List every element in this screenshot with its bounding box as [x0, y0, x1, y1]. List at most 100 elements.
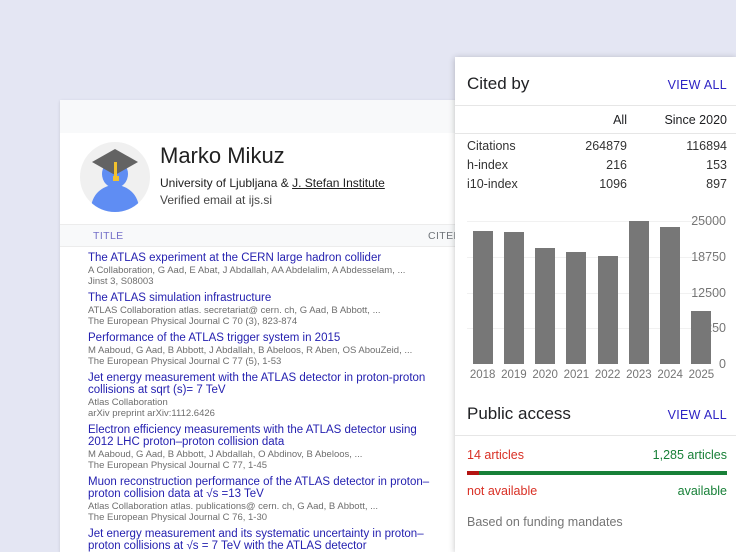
- y-axis-tick-label: 18750: [691, 249, 726, 264]
- chart-gridline: [467, 221, 717, 222]
- stats-col-all: All: [613, 113, 627, 127]
- publication-venue: The European Physical Journal C 76, 1-30: [88, 512, 268, 523]
- publication-venue: The European Physical Journal C 77, 1-45: [88, 460, 268, 471]
- publication-title-link[interactable]: Performance of the ATLAS trigger system …: [88, 332, 341, 344]
- bar-slot: [467, 231, 498, 364]
- cited-by-view-all-link[interactable]: VIEW ALL: [667, 78, 727, 92]
- stat-label: Citations: [467, 139, 516, 153]
- citation-year-bar[interactable]: [503, 232, 524, 364]
- stats-spacer: [467, 113, 542, 127]
- divider: [455, 133, 736, 134]
- x-axis-tick-label: 2023: [626, 369, 652, 381]
- publication-authors: ATLAS Collaboration atlas. secretariat@ …: [88, 306, 381, 316]
- publication-venue: The European Physical Journal C 77 (5), …: [88, 356, 282, 367]
- publications-list: The ATLAS experiment at the CERN large h…: [60, 247, 736, 552]
- public-access-view-all-link[interactable]: VIEW ALL: [667, 408, 727, 422]
- stat-value-all: 216: [606, 158, 627, 172]
- x-axis-tick-label: 2025: [688, 369, 715, 381]
- publication-row: Jet energy measurement and its systemati…: [88, 528, 736, 552]
- x-axis-labels: 2018 2019 2020 2021 2022 2023 2024 2025: [467, 369, 717, 381]
- citation-year-bar[interactable]: [535, 248, 556, 364]
- stats-row: i10-index 1096 897: [455, 172, 736, 191]
- avatar[interactable]: [80, 142, 150, 212]
- citation-stats: Citations 264879 116894 h-index 216 153 i10-in…: [455, 134, 736, 191]
- citation-year-bar[interactable]: [472, 231, 493, 364]
- progress-bar-unavailable-segment: [467, 471, 479, 475]
- chart-gridline: [467, 256, 717, 258]
- public-access-header: Public access VIEW ALL: [455, 384, 736, 435]
- stat-value-all: 264879: [585, 139, 627, 153]
- publication-authors: Atlas Collaboration atlas. publications@…: [88, 502, 379, 512]
- publication-venue: Jinst 3, S08003: [88, 276, 154, 287]
- public-access-labels: not available available: [455, 475, 736, 498]
- publication-authors: M Aaboud, G Aad, B Abbott, J Abdallah, B…: [88, 346, 413, 356]
- profile-affiliation: University of Ljubljana & J. Stefan Inst…: [160, 176, 385, 190]
- stat-value-since: 116894: [686, 139, 727, 153]
- citations-chart: 0 6250 12500 18750 25000 2018 2019 2020 2021 2022…: [467, 201, 726, 384]
- stat-value-since: 153: [706, 158, 727, 172]
- profile-name: Marko Mikuz: [160, 143, 285, 168]
- bar-slot: [561, 252, 592, 364]
- publication-title-link[interactable]: Jet energy measurement with the ATLAS de…: [88, 372, 426, 396]
- stats-column-headers: All Since 2020: [455, 106, 736, 133]
- citation-year-bar[interactable]: [660, 227, 681, 364]
- y-axis-tick-label: 12500: [691, 285, 726, 300]
- public-access-progress-bar: [467, 471, 727, 475]
- citation-year-bar[interactable]: [691, 311, 712, 364]
- divider: [455, 105, 736, 106]
- citation-year-bar[interactable]: [597, 256, 618, 364]
- not-available-count[interactable]: 14 articles: [467, 448, 524, 462]
- cited-by-header: Cited by VIEW ALL: [455, 57, 736, 105]
- cited-by-title: Cited by: [467, 74, 530, 93]
- y-axis-tick-label: 25000: [691, 214, 726, 228]
- stat-value-since: 897: [706, 177, 727, 191]
- profile-section: Marko Mikuz University of Ljubljana & J.…: [60, 133, 736, 224]
- bar-slot: [655, 227, 686, 364]
- title-column-header[interactable]: TITLE: [93, 230, 124, 242]
- cited-by-panel: Cited by VIEW ALL All Since 2020 Citatio…: [455, 57, 736, 552]
- stats-row: h-index 216 153: [455, 153, 736, 172]
- verified-email: Verified email at ijs.si: [160, 193, 273, 207]
- cap-tassel: [114, 162, 117, 177]
- not-available-label: not available: [467, 484, 538, 498]
- public-access-counts: 14 articles 1,285 articles: [455, 436, 736, 471]
- stat-value-all: 1096: [599, 177, 627, 191]
- bar-slot: [623, 221, 654, 364]
- funding-mandates-note: Based on funding mandates: [467, 515, 623, 529]
- x-axis-tick-label: 2021: [563, 369, 590, 381]
- stats-row: Citations 264879 116894: [455, 134, 736, 153]
- bar-slot: [686, 311, 717, 364]
- stat-label: h-index: [467, 158, 508, 172]
- citation-year-bar[interactable]: [628, 221, 649, 364]
- citation-year-bar[interactable]: [566, 252, 587, 364]
- publication-title-link[interactable]: Electron efficiency measurements with th…: [88, 424, 417, 448]
- divider: [455, 435, 736, 436]
- public-access-title: Public access: [467, 404, 571, 423]
- x-axis-tick-label: 2018: [469, 369, 496, 381]
- publication-title-link[interactable]: Muon reconstruction performance of the A…: [88, 476, 430, 500]
- publication-authors: M Aaboud, G Aad, B Abbott, J Abdallah, O…: [88, 450, 363, 460]
- publication-title-link[interactable]: The ATLAS simulation infrastructure: [88, 292, 272, 304]
- y-axis-tick-label: 0: [719, 357, 726, 371]
- publication-title-link[interactable]: The ATLAS experiment at the CERN large h…: [88, 252, 382, 264]
- bar-slot: [592, 256, 623, 364]
- affiliation-link[interactable]: J. Stefan Institute: [292, 176, 385, 190]
- stats-col-since: Since 2020: [664, 113, 727, 127]
- available-count[interactable]: 1,285 articles: [652, 448, 727, 462]
- bar-slot: [530, 248, 561, 364]
- x-axis-tick-label: 2019: [501, 369, 527, 381]
- cap-tassel-knob: [112, 176, 119, 181]
- x-axis-tick-label: 2022: [594, 369, 621, 381]
- available-label: available: [677, 484, 727, 498]
- publication-title-link[interactable]: Jet energy measurement and its systemati…: [88, 528, 424, 552]
- publication-venue: arXiv preprint arXiv:1112.6426: [88, 408, 215, 419]
- avatar-person-body: [91, 185, 139, 212]
- publication-row: Electron efficiency measurements with th…: [88, 424, 736, 471]
- x-axis-tick-label: 2024: [657, 369, 683, 381]
- chart-gridline: [467, 328, 717, 330]
- chart-gridline: [467, 292, 717, 294]
- x-axis-tick-label: 2020: [532, 369, 558, 381]
- publication-venue: The European Physical Journal C 70 (3), …: [88, 316, 298, 327]
- profile-info: Marko Mikuz University of Ljubljana & J.…: [160, 143, 385, 207]
- publication-authors: Atlas Collaboration: [88, 398, 168, 408]
